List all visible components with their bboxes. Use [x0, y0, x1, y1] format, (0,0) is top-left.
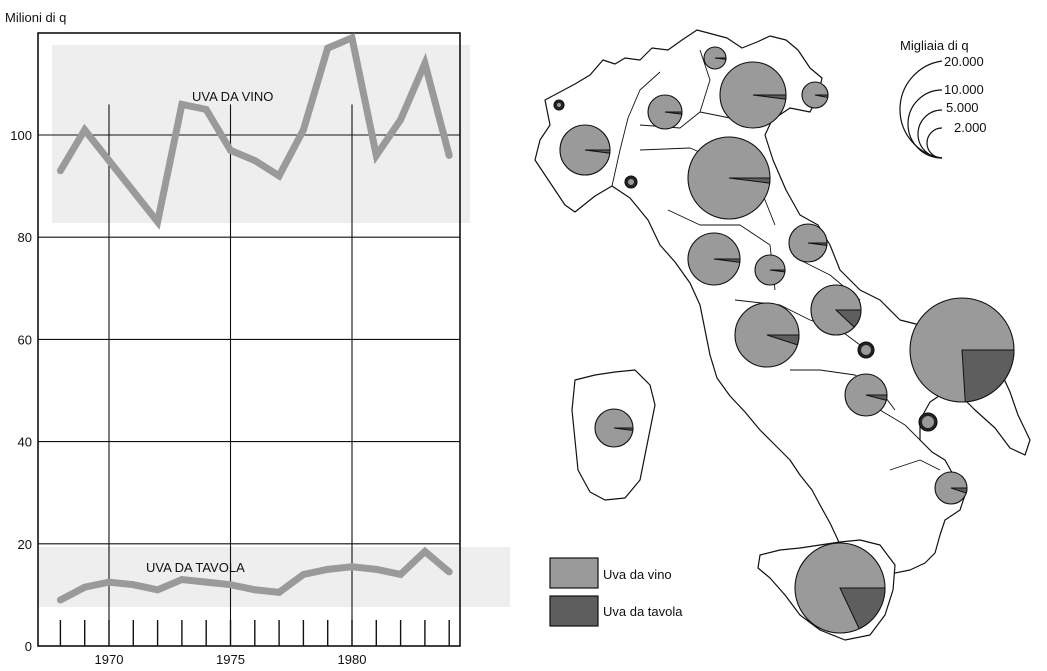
- data-point: [81, 126, 89, 134]
- region-pie-table-slice: [769, 269, 786, 273]
- y-tick-label: 100: [10, 128, 32, 143]
- data-point: [445, 151, 453, 159]
- data-point: [56, 596, 64, 604]
- y-axis-label: Milioni di q: [5, 10, 66, 25]
- data-point: [251, 157, 259, 165]
- legend-swatch-table: [549, 595, 599, 627]
- series-label-table: UVA DA TAVOLA: [146, 560, 245, 575]
- data-point: [372, 565, 380, 573]
- data-point: [348, 563, 356, 571]
- data-point: [421, 547, 429, 555]
- region-pie-table-slice: [584, 149, 611, 154]
- data-point: [372, 151, 380, 159]
- data-point: [299, 570, 307, 578]
- region-pie-table-slice: [713, 258, 741, 263]
- x-tick-labels: 1970 1975 1980: [95, 652, 367, 667]
- y-tick-label: 40: [18, 435, 32, 450]
- legend-swatch-wine: [549, 557, 599, 589]
- data-point: [129, 187, 137, 195]
- region-pie-table-slice: [839, 587, 886, 630]
- x-tick-label: 1970: [95, 652, 124, 667]
- data-point: [324, 565, 332, 573]
- data-point: [227, 146, 234, 154]
- data-point: [129, 581, 137, 589]
- y-tick-label: 80: [18, 230, 32, 245]
- mainland-outline: [534, 29, 1031, 576]
- border-piemonte: [611, 71, 661, 187]
- series-label-wine: UVA DA VINO: [192, 89, 273, 104]
- region-pie-center: [861, 345, 871, 355]
- y-tick-label: 60: [18, 332, 32, 347]
- x-minor-ticks: [59, 620, 450, 646]
- data-point: [105, 578, 113, 586]
- data-point: [202, 578, 210, 586]
- data-point: [154, 218, 162, 226]
- size-legend-circle-2000: [926, 127, 943, 159]
- data-point: [202, 105, 210, 113]
- y-tick-label: 0: [25, 639, 32, 654]
- size-legend-label-10000: 10.000: [944, 82, 984, 97]
- data-point: [299, 126, 307, 134]
- region-pie-center: [628, 179, 634, 185]
- region-pie-table-slice: [834, 309, 862, 328]
- region-pie-table-slice: [752, 94, 787, 100]
- region-pie-table-slice: [950, 487, 968, 494]
- vertical-gridlines: [108, 104, 353, 646]
- chart-background-band-wine: [52, 45, 470, 223]
- data-point: [397, 116, 405, 124]
- data-point: [105, 157, 113, 165]
- region-pie-table-slice: [664, 111, 683, 115]
- region-pie-table-slice: [814, 94, 829, 99]
- region-pie-table-slice: [728, 177, 771, 184]
- region-pie-center: [922, 416, 934, 428]
- data-point: [251, 586, 259, 594]
- y-tick-labels: 0 20 40 60 80 100: [10, 128, 32, 654]
- data-point: [56, 167, 64, 175]
- data-point: [178, 576, 186, 584]
- line-chart: Milioni di q 0 20 40 60 80 100 1970 1975 1980 U…: [5, 10, 510, 667]
- y-tick-label: 20: [18, 537, 32, 552]
- data-point: [81, 583, 89, 591]
- data-point: [275, 172, 283, 180]
- region-pie-center: [557, 103, 561, 107]
- size-legend-circle-5000: [917, 109, 943, 159]
- region-pie-table-slice: [766, 334, 800, 346]
- size-legend-label-5000: 5.000: [946, 100, 979, 115]
- data-point: [421, 59, 429, 67]
- legend-label-table: Uva da tavola: [603, 604, 683, 619]
- size-legend-label-20000: 20.000: [944, 54, 984, 69]
- region-pies: [553, 46, 1015, 634]
- data-point: [445, 568, 453, 576]
- border-basilicata: [879, 409, 921, 441]
- region-pie-table-slice: [865, 394, 888, 401]
- size-legend-circle-10000: [907, 89, 943, 159]
- border-calabria: [889, 459, 941, 471]
- region-pie-table-slice: [714, 57, 727, 60]
- data-point: [154, 586, 162, 594]
- size-legend-title: Migliaia di q: [900, 38, 969, 53]
- color-legend: Uva da vino Uva da tavola: [549, 557, 683, 627]
- legend-label-wine: Uva da vino: [603, 567, 672, 582]
- data-point: [348, 34, 356, 42]
- data-point: [227, 581, 234, 589]
- region-pie-table-slice: [961, 349, 1015, 403]
- size-legend-label-2000: 2.000: [954, 120, 987, 135]
- x-tick-label: 1980: [338, 652, 367, 667]
- data-point: [397, 570, 405, 578]
- series-points: [56, 34, 453, 604]
- data-point: [275, 588, 283, 596]
- data-point: [324, 44, 332, 52]
- region-pie-table-slice: [807, 242, 828, 246]
- size-legend-circle-20000: [899, 60, 943, 159]
- size-legend: Migliaia di q 20.000 10.000 5.000 2.000: [899, 38, 987, 159]
- region-pie-table-slice: [613, 427, 634, 431]
- x-tick-label: 1975: [216, 652, 245, 667]
- data-point: [178, 100, 186, 108]
